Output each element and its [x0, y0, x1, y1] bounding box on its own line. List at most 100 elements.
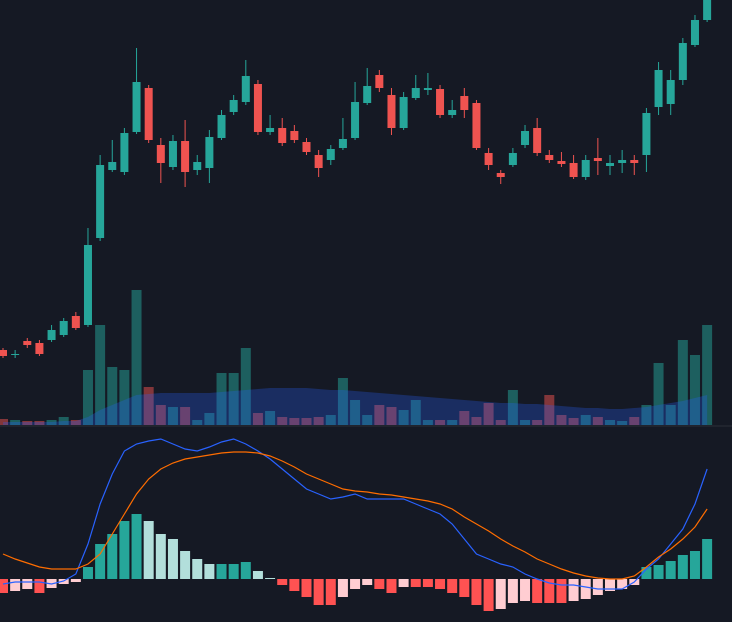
candle-body — [642, 113, 651, 155]
volume-bar — [34, 421, 45, 425]
macd-histogram-bar — [532, 579, 543, 603]
candle-body — [217, 115, 226, 138]
volume-bar — [325, 415, 336, 425]
candle-body — [606, 163, 614, 166]
macd-histogram-bar — [82, 567, 93, 579]
volume-bar — [119, 370, 130, 425]
candle-body — [229, 100, 238, 112]
volume-bar — [350, 400, 361, 425]
macd-histogram-bar — [325, 579, 336, 605]
candle-body — [569, 163, 578, 177]
volume-bar — [0, 419, 8, 425]
candle-body — [411, 88, 420, 98]
volume-bar — [167, 407, 178, 425]
macd-histogram-bar — [544, 579, 555, 603]
volume-bar — [398, 410, 409, 425]
volume-bar — [95, 325, 106, 425]
volume-bar — [495, 420, 506, 425]
volume-bar — [617, 421, 628, 425]
volume-bar — [228, 373, 239, 425]
macd-histogram-bar — [301, 579, 312, 597]
candle-body — [108, 162, 117, 170]
macd-histogram-bar — [702, 539, 713, 579]
macd-histogram-bar — [289, 579, 300, 591]
macd-histogram-bar — [422, 579, 433, 587]
macd-histogram-bar — [495, 579, 506, 609]
macd-histogram-bar — [471, 579, 482, 605]
candle-body — [654, 70, 663, 107]
candle-body — [521, 131, 530, 145]
volume-bar — [641, 405, 652, 425]
volume-bar — [301, 418, 312, 425]
candle-body — [703, 0, 712, 20]
macd-histogram-bar — [180, 551, 191, 579]
candle-body — [666, 80, 675, 104]
macd-histogram-bar — [677, 555, 688, 579]
macd-histogram-bar — [398, 579, 409, 587]
volume-bar — [592, 417, 603, 425]
macd-histogram-bar — [617, 579, 628, 589]
volume-bar — [337, 378, 348, 425]
candle-body — [266, 128, 275, 132]
signal-line — [2, 451, 708, 580]
candle-body — [181, 141, 190, 172]
candle-body — [338, 139, 347, 148]
volume-bar — [665, 405, 676, 425]
candle-body — [47, 330, 56, 340]
volume-bar — [422, 420, 433, 425]
macd-histogram-bar — [568, 579, 579, 601]
candle-body — [278, 128, 287, 143]
volume-bar — [556, 415, 567, 425]
volume-bar — [532, 420, 543, 425]
volume-bar — [252, 413, 263, 425]
volume-bar — [70, 420, 81, 425]
volume-bar — [653, 363, 664, 425]
candle-body — [545, 155, 554, 160]
candle-body — [120, 133, 129, 172]
volume-bar — [689, 355, 700, 425]
volume-bar — [483, 403, 494, 425]
macd-histogram-bar — [337, 579, 348, 597]
volume-bar — [180, 407, 191, 425]
volume-bar — [520, 420, 531, 425]
candle-body — [193, 162, 202, 170]
macd-histogram-bar — [520, 579, 531, 601]
macd-histogram-bar — [592, 579, 603, 595]
volume-bar — [410, 400, 421, 425]
candle-body — [59, 321, 68, 335]
macd-histogram-bar — [22, 579, 33, 589]
candle-body — [690, 20, 699, 45]
macd-histogram-bar — [556, 579, 567, 603]
volume-bar — [471, 417, 482, 425]
volume-bar — [568, 418, 579, 425]
candle-body — [302, 142, 311, 152]
candle-body — [205, 137, 214, 168]
volume-bar — [677, 340, 688, 425]
candle-body — [508, 153, 517, 165]
macd-histogram-bar — [447, 579, 458, 593]
candle-body — [156, 145, 165, 163]
macd-histogram-bar — [10, 579, 21, 591]
macd-histogram-bar — [641, 567, 652, 579]
volume-bar — [313, 417, 324, 425]
volume-bar — [362, 415, 373, 425]
macd-histogram-bar — [653, 565, 664, 579]
candle-body — [0, 350, 7, 356]
candle-body — [96, 165, 105, 238]
candle-body — [23, 341, 32, 345]
macd-histogram-bar — [167, 539, 178, 579]
volume-bar — [58, 417, 69, 425]
candle-body — [460, 96, 469, 110]
volume-bar — [580, 415, 591, 425]
candle-body — [484, 153, 493, 165]
candle-body — [533, 128, 542, 153]
candle-body — [630, 160, 639, 163]
macd-histogram-bar — [240, 562, 251, 579]
candle-body — [241, 76, 250, 102]
volume-bar — [459, 411, 470, 425]
macd-histogram-bar — [95, 544, 106, 579]
macd-histogram-bar — [204, 564, 215, 579]
volume-bar — [447, 420, 458, 425]
candle-body — [35, 343, 44, 354]
